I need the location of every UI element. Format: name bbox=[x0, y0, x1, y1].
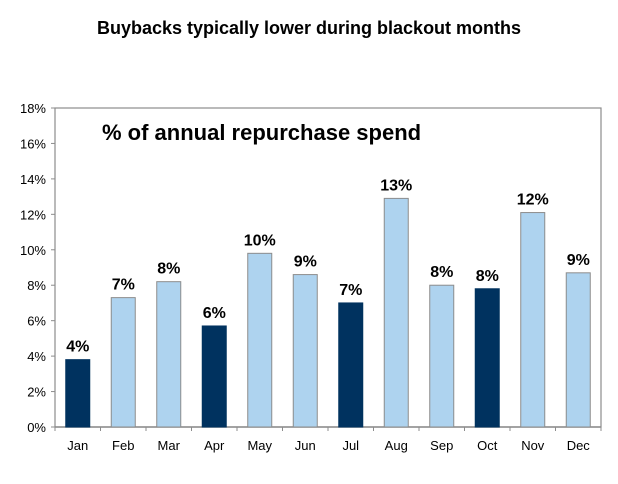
y-tick-label: 10% bbox=[20, 243, 46, 258]
bar-apr bbox=[201, 325, 227, 428]
y-tick-label: 12% bbox=[20, 207, 46, 222]
data-labels: 4% 7% 8% 6% 10% 9% 7% 13% 8% 8% 12% 9% bbox=[66, 177, 590, 355]
data-label: 6% bbox=[203, 305, 226, 322]
chart-annotation: % of annual repurchase spend bbox=[102, 120, 421, 145]
y-tick-label: 16% bbox=[20, 136, 46, 151]
x-tick-label: Oct bbox=[477, 438, 498, 453]
y-tick-label: 14% bbox=[20, 172, 46, 187]
bar-may bbox=[247, 252, 273, 428]
y-tick-label: 2% bbox=[27, 385, 46, 400]
x-tick-label: Sep bbox=[430, 438, 453, 453]
data-label: 12% bbox=[517, 192, 549, 209]
x-tick-label: Jul bbox=[342, 438, 359, 453]
bar-feb bbox=[110, 297, 136, 428]
x-tick-label: Apr bbox=[204, 438, 225, 453]
data-label: 10% bbox=[244, 232, 276, 249]
y-tick-label: 18% bbox=[20, 101, 46, 116]
x-tick-label: Jan bbox=[67, 438, 88, 453]
x-tick-label: Dec bbox=[567, 438, 591, 453]
data-label: 8% bbox=[430, 264, 453, 281]
y-tick-label: 0% bbox=[27, 420, 46, 435]
data-label: 4% bbox=[66, 339, 89, 356]
chart-title: Buybacks typically lower during blackout… bbox=[96, 18, 522, 38]
data-label: 9% bbox=[294, 254, 317, 271]
x-tick-label: Aug bbox=[385, 438, 408, 453]
axes: 0% 2% 4% 6% 8% 10% 12% 14% 16% 18% Jan Feb Mar Apr May… bbox=[20, 101, 602, 453]
x-tick-label: Feb bbox=[112, 438, 134, 453]
bars bbox=[65, 197, 591, 428]
bar-jun bbox=[292, 274, 318, 428]
y-tick-label: 6% bbox=[27, 314, 46, 329]
bar-jan bbox=[65, 359, 91, 428]
x-tick-label: Mar bbox=[158, 438, 181, 453]
y-tick-label: 8% bbox=[27, 278, 46, 293]
bar-dec bbox=[565, 272, 591, 428]
bar-sep bbox=[429, 284, 455, 428]
bar-nov bbox=[520, 212, 546, 428]
bar-mar bbox=[156, 281, 182, 428]
data-label: 8% bbox=[476, 268, 499, 285]
y-tick-label: 4% bbox=[27, 349, 46, 364]
x-tick-label: May bbox=[247, 438, 272, 453]
bar-oct bbox=[474, 288, 500, 428]
bar-jul bbox=[338, 302, 364, 428]
x-tick-label: Jun bbox=[295, 438, 316, 453]
data-label: 13% bbox=[380, 177, 412, 194]
data-label: 8% bbox=[157, 261, 180, 278]
bar-aug bbox=[383, 197, 409, 428]
data-label: 7% bbox=[112, 277, 135, 294]
data-label: 7% bbox=[339, 282, 362, 299]
plot-area bbox=[54, 107, 602, 428]
data-label: 9% bbox=[567, 252, 590, 269]
x-tick-label: Nov bbox=[521, 438, 545, 453]
